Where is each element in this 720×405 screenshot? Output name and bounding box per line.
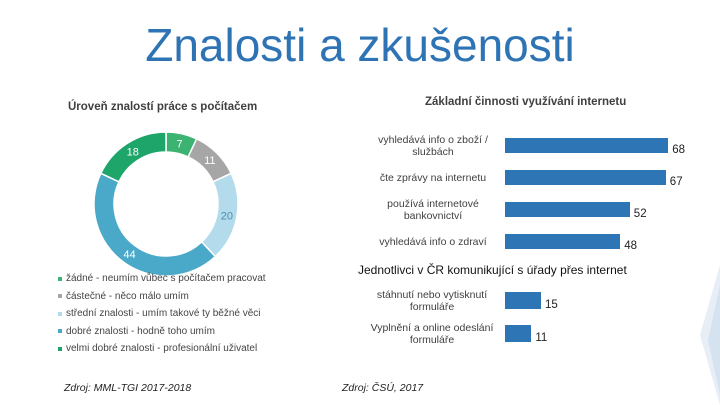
donut-value-label: 44	[123, 249, 135, 261]
bar-value-label: 52	[633, 207, 647, 220]
donut-value-label: 20	[221, 211, 233, 223]
bar	[505, 138, 669, 153]
corner-decoration	[700, 265, 720, 405]
bar-value-label: 68	[672, 143, 685, 156]
legend-item: žádné - neumím vůbec s počítačem pracova…	[58, 270, 266, 288]
source-note-right: Zdroj: ČSÚ, 2017	[342, 382, 424, 394]
legend-item: dobré znalosti - hodně toho umím	[58, 323, 266, 341]
source-note-left: Zdroj: MML-TGI 2017-2018	[64, 382, 192, 394]
donut-value-label: 18	[127, 147, 139, 159]
bar-category-label: stáhnutí nebo vytisknutí formuláře	[376, 288, 488, 313]
bar	[505, 202, 630, 217]
donut-value-label: 11	[204, 155, 215, 167]
bar	[505, 234, 621, 249]
bar	[505, 292, 541, 309]
legend-label: velmi dobré znalosti - profesionální uži…	[66, 343, 258, 355]
bar-category-label: vyhledává info o zdraví	[379, 235, 487, 248]
bar-category-label: vyhledává info o zboží / službách	[378, 133, 488, 158]
legend-swatch	[58, 311, 62, 316]
bar-value-label: 11	[535, 331, 548, 344]
donut-slice	[93, 172, 217, 277]
legend-swatch	[58, 329, 62, 334]
legend-label: částečné - něco málo umím	[66, 290, 189, 302]
legend-label: střední znalosti - umím takové ty běžné …	[66, 308, 261, 320]
bar-category-label: používá internetové bankovnictví	[387, 197, 479, 222]
bar-chart-1-title: Základní činnosti využívání internetu	[425, 96, 627, 108]
legend-item: částečné - něco málo umím	[58, 288, 266, 306]
legend-swatch	[58, 346, 62, 351]
donut-slice	[99, 131, 167, 183]
page-title: Znalosti a zkušenosti	[145, 19, 575, 71]
donut-chart: 7 11 20 44 18	[93, 131, 239, 277]
bar-category-label: Vyplnění a online odeslání formuláře	[370, 321, 494, 346]
bar-category-label: čte zprávy na internetu	[379, 171, 487, 184]
legend-label: dobré znalosti - hodně toho umím	[66, 325, 215, 337]
legend-item: střední znalosti - umím takové ty běžné …	[58, 305, 266, 323]
legend-item: velmi dobré znalosti - profesionální uži…	[58, 340, 266, 358]
legend-label: žádné - neumím vůbec s počítačem pracova…	[66, 273, 266, 285]
bar-value-label: 48	[624, 239, 637, 252]
bar-value-label: 67	[669, 175, 683, 188]
donut-legend: žádné - neumím vůbec s počítačem pracova…	[58, 270, 266, 358]
legend-swatch	[58, 276, 62, 281]
donut-value-label: 7	[176, 138, 182, 150]
bar	[505, 170, 666, 185]
bar	[505, 325, 532, 342]
bar-value-label: 15	[545, 298, 558, 311]
donut-chart-title: Úroveň znalostí práce s počítačem	[68, 101, 258, 113]
legend-swatch	[58, 294, 62, 299]
bar-chart-2-title: Jednotlivci v ČR komunikující s úřady př…	[358, 263, 627, 277]
